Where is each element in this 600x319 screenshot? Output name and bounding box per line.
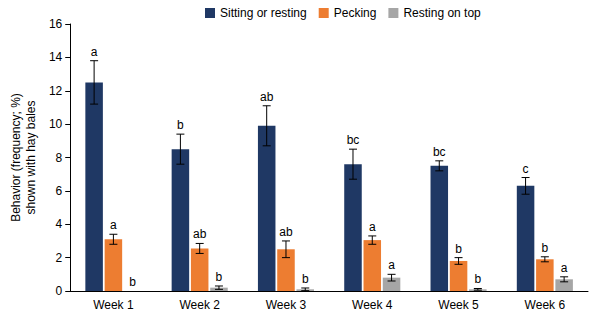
svg-text:b: b: [542, 241, 549, 255]
svg-text:a: a: [369, 220, 376, 234]
svg-text:2: 2: [56, 251, 63, 265]
svg-text:Week 5: Week 5: [438, 298, 479, 312]
svg-text:Week 1: Week 1: [93, 298, 134, 312]
svg-text:Week 6: Week 6: [525, 298, 566, 312]
svg-text:ab: ab: [193, 227, 207, 241]
svg-text:b: b: [129, 275, 136, 289]
svg-text:a: a: [91, 45, 98, 59]
svg-text:a: a: [388, 258, 395, 272]
svg-text:Pecking: Pecking: [334, 6, 377, 20]
svg-text:Sitting or resting: Sitting or resting: [220, 6, 307, 20]
svg-text:Behavior (frequency; %): Behavior (frequency; %): [9, 93, 23, 222]
svg-text:4: 4: [56, 217, 63, 231]
svg-text:b: b: [177, 118, 184, 132]
svg-text:8: 8: [56, 151, 63, 165]
svg-text:b: b: [216, 270, 223, 284]
svg-text:6: 6: [56, 184, 63, 198]
svg-text:Week 3: Week 3: [266, 298, 307, 312]
svg-text:Week 4: Week 4: [352, 298, 393, 312]
svg-text:a: a: [561, 261, 568, 275]
svg-text:12: 12: [49, 84, 63, 98]
svg-text:10: 10: [49, 117, 63, 131]
svg-text:b: b: [474, 272, 481, 286]
svg-text:shown with hay bales: shown with hay bales: [24, 100, 38, 214]
svg-text:a: a: [110, 218, 117, 232]
svg-text:Week 2: Week 2: [179, 298, 220, 312]
svg-text:ab: ab: [260, 90, 274, 104]
svg-text:0: 0: [56, 284, 63, 298]
svg-text:b: b: [302, 272, 309, 286]
svg-text:16: 16: [49, 17, 63, 31]
svg-text:bc: bc: [347, 133, 360, 147]
svg-text:b: b: [455, 242, 462, 256]
svg-text:14: 14: [49, 50, 63, 64]
svg-text:bc: bc: [433, 145, 446, 159]
svg-text:ab: ab: [279, 225, 293, 239]
svg-text:Resting on top: Resting on top: [403, 6, 481, 20]
svg-text:c: c: [523, 162, 529, 176]
